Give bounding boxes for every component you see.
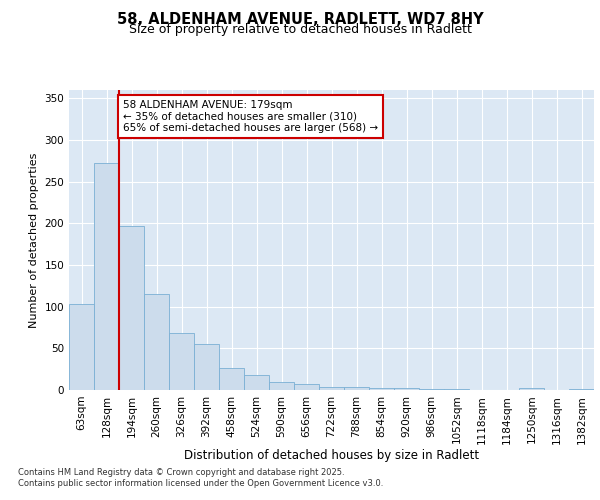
Bar [369, 388, 394, 390]
Bar [194, 344, 219, 390]
Bar [569, 389, 594, 390]
Bar [519, 388, 544, 390]
Bar [219, 368, 244, 390]
Text: Size of property relative to detached houses in Radlett: Size of property relative to detached ho… [128, 22, 472, 36]
Bar [269, 382, 294, 390]
Bar [169, 334, 194, 390]
Bar [344, 386, 369, 390]
Bar [319, 386, 344, 390]
Bar [419, 389, 444, 390]
Bar [119, 226, 144, 390]
Text: Contains HM Land Registry data © Crown copyright and database right 2025.
Contai: Contains HM Land Registry data © Crown c… [18, 468, 383, 487]
X-axis label: Distribution of detached houses by size in Radlett: Distribution of detached houses by size … [184, 449, 479, 462]
Bar [144, 294, 169, 390]
Bar [69, 304, 94, 390]
Bar [294, 384, 319, 390]
Y-axis label: Number of detached properties: Number of detached properties [29, 152, 39, 328]
Bar [394, 388, 419, 390]
Bar [244, 375, 269, 390]
Text: 58, ALDENHAM AVENUE, RADLETT, WD7 8HY: 58, ALDENHAM AVENUE, RADLETT, WD7 8HY [116, 12, 484, 28]
Text: 58 ALDENHAM AVENUE: 179sqm
← 35% of detached houses are smaller (310)
65% of sem: 58 ALDENHAM AVENUE: 179sqm ← 35% of deta… [123, 100, 378, 133]
Bar [444, 389, 469, 390]
Bar [94, 164, 119, 390]
